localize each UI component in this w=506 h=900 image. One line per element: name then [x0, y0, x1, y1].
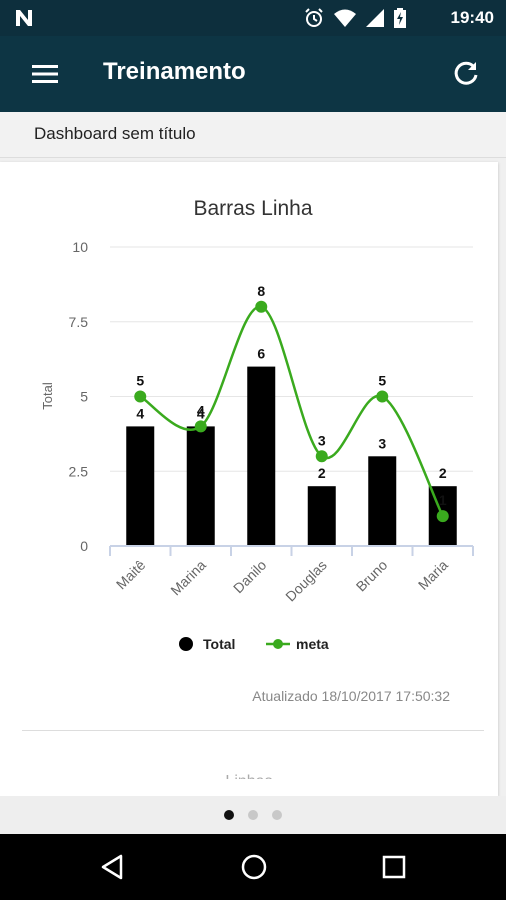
meta-point[interactable]	[134, 390, 147, 403]
refresh-icon[interactable]	[450, 58, 482, 90]
bar[interactable]	[368, 456, 397, 546]
bar-line-chart: Barras Linha Total 0 2.5 5 7.5 10 Maitê Marin…	[40, 197, 474, 652]
chart-card: Barras Linha Total 0 2.5 5 7.5 10 Maitê Marin…	[0, 162, 498, 796]
recents-icon[interactable]	[379, 852, 409, 882]
home-icon[interactable]	[239, 852, 269, 882]
page-dot[interactable]	[224, 810, 234, 820]
meta-value-label: 3	[318, 432, 326, 448]
bar-value-label: 2	[439, 465, 447, 481]
meta-value-label: 8	[257, 283, 265, 299]
legend-meta-marker[interactable]	[273, 639, 283, 649]
x-tick-label: Douglas	[282, 557, 330, 605]
meta-value-label: 5	[136, 373, 144, 389]
signal-icon	[366, 9, 384, 27]
app-bar: Treinamento	[0, 36, 506, 112]
meta-point[interactable]	[376, 390, 389, 403]
meta-value-label: 1	[439, 492, 447, 508]
battery-charging-icon	[394, 8, 406, 28]
legend-total-label[interactable]: Total	[203, 636, 235, 652]
y-tick-label: 5	[80, 389, 88, 405]
status-time: 19:40	[450, 8, 494, 27]
y-tick-label: 0	[80, 538, 88, 554]
bar[interactable]	[126, 426, 155, 546]
page-indicator	[0, 796, 506, 834]
y-axis-label: Total	[40, 382, 55, 410]
meta-point[interactable]	[315, 450, 328, 463]
meta-series-line	[139, 305, 444, 517]
n-logo-icon	[16, 10, 32, 26]
back-icon[interactable]	[98, 852, 128, 882]
meta-value-label: 4	[197, 402, 205, 418]
last-updated: Atualizado 18/10/2017 17:50:32	[252, 688, 450, 704]
legend-total-marker[interactable]	[179, 637, 193, 651]
legend-meta-label[interactable]: meta	[296, 636, 329, 652]
dashboard-name[interactable]: Dashboard sem título	[34, 124, 196, 143]
bar-value-label: 6	[257, 346, 265, 362]
meta-point[interactable]	[436, 510, 449, 523]
page-dot[interactable]	[272, 810, 282, 820]
app-title: Treinamento	[103, 58, 246, 85]
divider	[22, 730, 484, 731]
bar[interactable]	[247, 366, 276, 546]
bar[interactable]	[186, 426, 215, 546]
bar[interactable]	[307, 486, 336, 546]
bar-value-label: 4	[197, 405, 205, 421]
meta-point[interactable]	[194, 420, 207, 433]
x-tick-label: Danilo	[230, 557, 270, 597]
x-tick-label: Marina	[167, 557, 209, 599]
hamburger-menu-icon[interactable]	[30, 62, 60, 86]
navigation-bar	[0, 834, 506, 900]
bar-value-label: 2	[318, 465, 326, 481]
meta-value-label: 5	[378, 373, 386, 389]
y-tick-label: 7.5	[69, 314, 89, 330]
x-tick-label: Bruno	[353, 557, 391, 595]
alarm-icon	[305, 8, 323, 27]
page-dot[interactable]	[248, 810, 258, 820]
status-bar: 19:40	[0, 0, 506, 36]
dashboard-subheader: Dashboard sem título	[0, 112, 506, 158]
chart-title: Barras Linha	[193, 197, 312, 220]
bar-value-label: 3	[378, 435, 386, 451]
bar-value-label: 4	[136, 405, 144, 421]
x-tick-label: Maria	[415, 557, 451, 593]
meta-point[interactable]	[255, 300, 268, 313]
next-chart-title: Linhas	[0, 769, 498, 779]
y-tick-label: 2.5	[69, 463, 89, 479]
wifi-icon	[334, 9, 356, 27]
y-tick-label: 10	[72, 239, 88, 255]
x-tick-label: Maitê	[113, 557, 149, 593]
